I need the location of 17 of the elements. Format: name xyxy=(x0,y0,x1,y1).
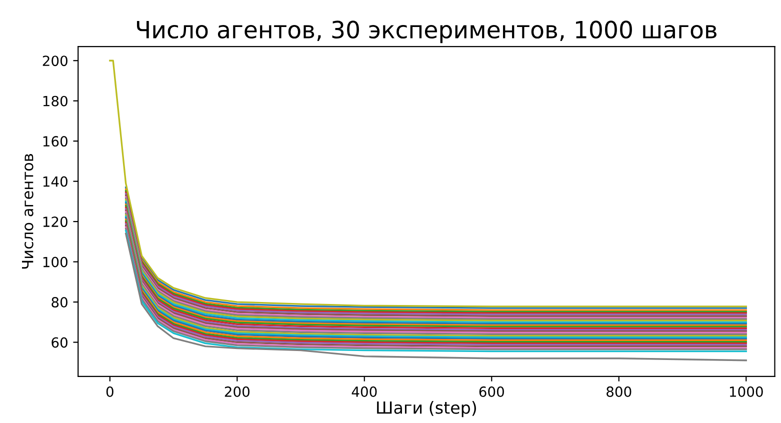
y-tick-label: 160 xyxy=(43,136,68,147)
x-axis-title: Шаги (step) xyxy=(377,401,476,418)
x-tick-label: 0 xyxy=(106,386,114,397)
x-tick-label: 600 xyxy=(479,386,504,397)
y-tick-label: 120 xyxy=(43,216,68,228)
y-tick-label: 60 xyxy=(52,337,68,348)
y-tick-label: 200 xyxy=(42,56,68,66)
y-tick-label: 80 xyxy=(52,297,68,308)
x-tick-label: 1000 xyxy=(730,386,763,397)
y-axis-title: Число агентов xyxy=(22,154,34,269)
chart-title: Число агентов, 30 экспериментов, 1000 шагов xyxy=(136,20,716,44)
y-tick-label: 100 xyxy=(43,256,68,268)
x-tick-label: 800 xyxy=(606,386,632,397)
x-tick-label: 200 xyxy=(224,386,250,397)
y-tick-label: 180 xyxy=(43,96,68,106)
y-tick-label: 140 xyxy=(43,176,68,187)
x-tick-label: 400 xyxy=(352,386,377,397)
